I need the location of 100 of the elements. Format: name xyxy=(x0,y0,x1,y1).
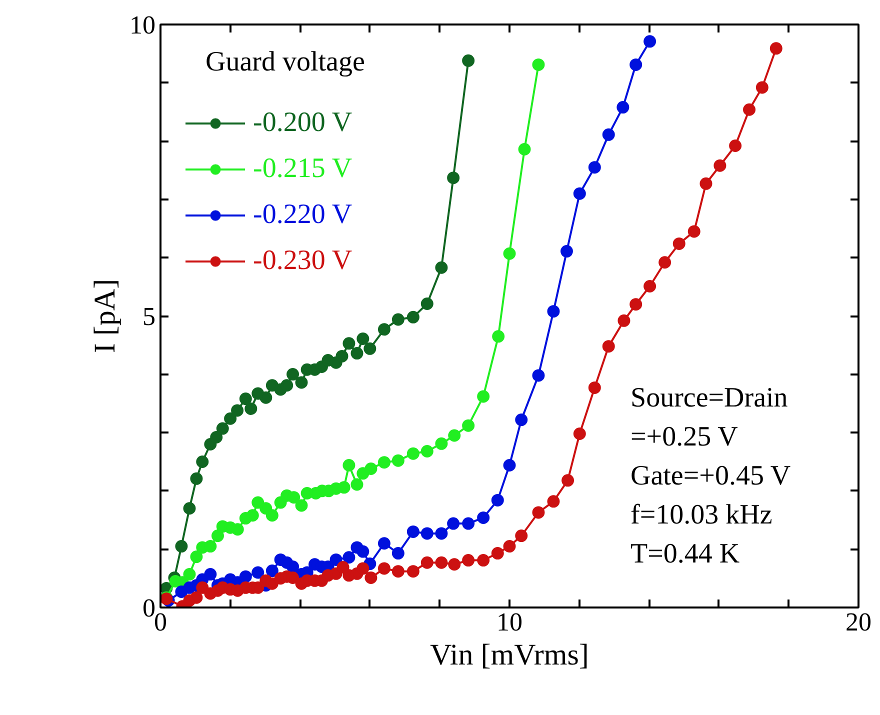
point xyxy=(356,332,370,345)
point xyxy=(260,391,272,404)
point xyxy=(183,568,196,581)
y-axis-title: I [pA] xyxy=(88,278,122,354)
point xyxy=(175,540,188,553)
point xyxy=(602,128,615,141)
point xyxy=(743,103,756,116)
point xyxy=(616,101,630,114)
point xyxy=(364,342,376,355)
point xyxy=(448,429,461,442)
point xyxy=(378,323,390,336)
point xyxy=(462,419,475,432)
annotation: T=0.44 K xyxy=(630,538,740,570)
annotation: Source=Drain xyxy=(630,382,788,414)
legend-title: Guard voltage xyxy=(206,46,365,78)
point xyxy=(196,456,209,468)
point xyxy=(280,379,294,392)
x-axis-title: Vin [mVrms] xyxy=(430,638,589,672)
point xyxy=(342,459,356,472)
point xyxy=(672,237,686,250)
point xyxy=(658,256,672,269)
point xyxy=(573,187,586,200)
point xyxy=(448,558,461,571)
point xyxy=(435,556,448,569)
point xyxy=(211,530,224,542)
point xyxy=(477,390,490,403)
point xyxy=(532,58,545,71)
point xyxy=(630,298,642,311)
point xyxy=(477,511,490,524)
point xyxy=(406,447,420,460)
point xyxy=(392,454,404,467)
point xyxy=(266,509,278,522)
point xyxy=(602,340,615,353)
point xyxy=(406,310,420,324)
point xyxy=(503,247,516,260)
point xyxy=(392,313,404,326)
legend-label: -0.200 V xyxy=(253,107,352,139)
point xyxy=(286,368,300,381)
point xyxy=(330,567,342,580)
point xyxy=(356,545,370,558)
x-tick-label: 20 xyxy=(846,608,872,636)
x-tick-label: 10 xyxy=(496,608,522,636)
point xyxy=(462,554,475,567)
point xyxy=(392,565,404,578)
point xyxy=(246,509,259,522)
point xyxy=(644,280,656,293)
point xyxy=(342,551,356,564)
point xyxy=(336,561,350,574)
point xyxy=(286,560,300,573)
point xyxy=(491,494,504,506)
annotation: =+0.25 V xyxy=(630,422,738,452)
point xyxy=(518,143,531,156)
point xyxy=(491,547,504,560)
point xyxy=(515,530,528,542)
y-tick-label: 5 xyxy=(142,302,156,331)
point xyxy=(252,566,264,579)
point xyxy=(210,431,223,444)
point xyxy=(392,547,404,560)
point xyxy=(190,472,203,485)
point xyxy=(447,517,460,530)
point xyxy=(515,414,528,426)
annotation: Gate=+0.45 V xyxy=(630,460,791,492)
y-tick-label: 10 xyxy=(130,10,156,40)
point xyxy=(588,161,601,174)
point xyxy=(364,462,378,475)
point xyxy=(350,347,364,360)
point xyxy=(204,540,217,553)
point xyxy=(420,445,434,458)
point xyxy=(573,428,586,440)
point xyxy=(714,159,726,172)
legend-label: -0.220 V xyxy=(253,199,352,231)
point xyxy=(295,376,308,389)
point xyxy=(462,54,475,67)
point xyxy=(190,591,203,604)
point xyxy=(231,404,244,417)
point xyxy=(266,564,278,578)
point xyxy=(190,550,203,564)
point xyxy=(618,314,630,327)
point xyxy=(183,502,196,515)
point xyxy=(462,517,475,530)
point xyxy=(503,459,516,472)
point xyxy=(562,474,574,487)
point xyxy=(688,225,700,238)
point xyxy=(266,577,278,590)
point xyxy=(239,392,252,406)
point xyxy=(239,570,252,583)
point xyxy=(350,478,364,491)
point xyxy=(420,298,434,310)
point xyxy=(196,581,209,594)
point xyxy=(532,369,545,382)
point xyxy=(435,437,448,450)
point xyxy=(503,540,516,553)
point xyxy=(406,565,420,578)
point xyxy=(756,81,768,94)
point xyxy=(435,261,448,274)
point xyxy=(700,177,712,190)
point xyxy=(378,537,390,550)
point xyxy=(216,422,229,435)
point xyxy=(630,58,642,71)
point xyxy=(729,140,742,152)
